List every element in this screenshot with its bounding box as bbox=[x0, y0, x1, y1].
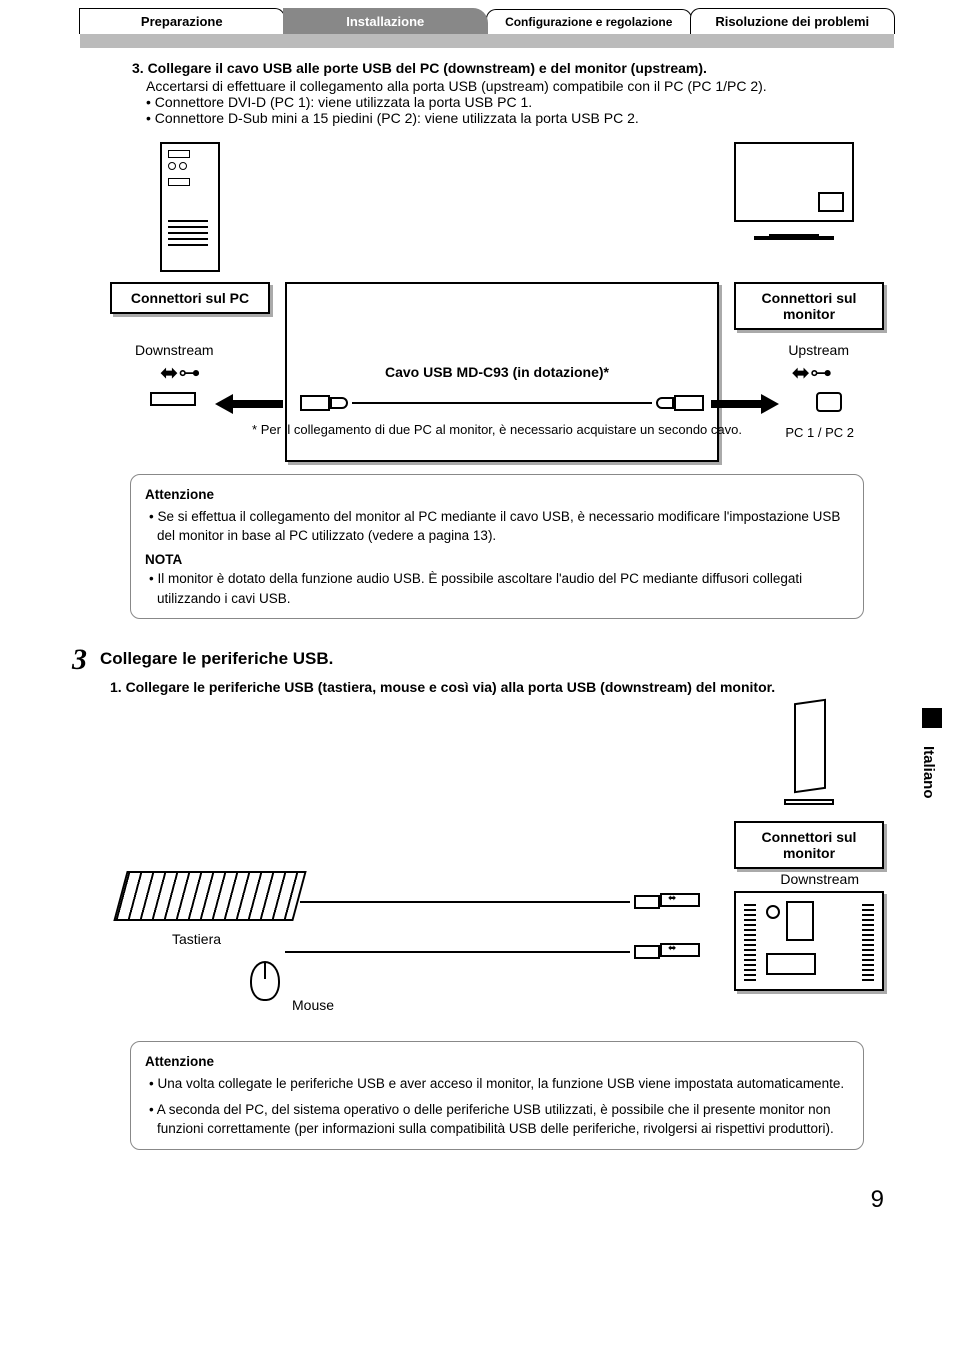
attention-title: Attenzione bbox=[145, 485, 849, 505]
nota-title: NOTA bbox=[145, 550, 849, 570]
cable-footnote: * Per il collegamento di due PC al monit… bbox=[100, 422, 894, 437]
keyboard-area: Tastiera bbox=[110, 871, 610, 947]
step3-usb-block: 3. Collegare il cavo USB alle porte USB … bbox=[132, 60, 894, 126]
tab-installazione[interactable]: Installazione bbox=[283, 8, 489, 34]
monitor-connectors-label: Connettori sul monitor bbox=[734, 821, 884, 869]
nav-tabs: Preparazione Installazione Configurazion… bbox=[80, 8, 894, 34]
page-number: 9 bbox=[871, 1186, 884, 1214]
step3-usb-title: 3. Collegare il cavo USB alle porte USB … bbox=[132, 60, 894, 76]
keyboard-label: Tastiera bbox=[172, 931, 610, 947]
arrow-left-icon bbox=[215, 394, 233, 414]
attention-title: Attenzione bbox=[145, 1052, 849, 1072]
monitor-side-icon bbox=[784, 701, 834, 811]
arrow-right-icon bbox=[761, 394, 779, 414]
mouse-label: Mouse bbox=[292, 997, 334, 1013]
monitor-icon bbox=[734, 142, 854, 242]
tab-underline bbox=[80, 34, 894, 48]
cable-title: Cavo USB MD-C93 (in dotazione)* bbox=[100, 364, 894, 380]
pc12-label: PC 1 / PC 2 bbox=[785, 425, 854, 440]
language-label: Italiano bbox=[920, 746, 937, 799]
usb-slot-icon: ⬌ bbox=[660, 893, 700, 907]
step3-usb-bullet2: • Connettore D-Sub mini a 15 piedini (PC… bbox=[146, 110, 894, 126]
attention-bullet: • A seconda del PC, del sistema operativ… bbox=[145, 1100, 849, 1139]
monitor-connectors-label: Connettori sul monitor bbox=[734, 282, 884, 330]
monitor-ports-panel bbox=[734, 891, 884, 991]
downstream-label: Downstream bbox=[780, 871, 859, 887]
usb-slot-icon: ⬌ bbox=[660, 943, 700, 957]
attention-box-2: Attenzione • Una volta collegate le peri… bbox=[130, 1041, 864, 1149]
side-marker-icon bbox=[922, 708, 942, 728]
pc-icon bbox=[160, 142, 220, 272]
mouse-icon bbox=[250, 961, 280, 1001]
tab-configurazione[interactable]: Configurazione e regolazione bbox=[486, 9, 692, 34]
step-substep: 1. Collegare le periferiche USB (tastier… bbox=[110, 679, 894, 695]
step3-usb-line1: Accertarsi di effettuare il collegamento… bbox=[146, 78, 894, 94]
peripherals-diagram: Connettori sul monitor Downstream Tastie… bbox=[100, 701, 894, 1031]
usb-port-upstream-icon bbox=[816, 392, 842, 412]
tab-risoluzione[interactable]: Risoluzione dei problemi bbox=[690, 8, 896, 34]
upstream-label: Upstream bbox=[788, 342, 849, 358]
attention-bullet: • Se si effettua il collegamento del mon… bbox=[145, 507, 849, 546]
step-3-peripherals: 3 Collegare le periferiche USB. 1. Colle… bbox=[100, 649, 894, 1149]
keyboard-icon bbox=[113, 871, 306, 921]
mouse-cable-icon bbox=[285, 951, 630, 953]
tab-preparazione[interactable]: Preparazione bbox=[79, 8, 285, 34]
attention-bullet: • Una volta collegate le periferiche USB… bbox=[145, 1074, 849, 1094]
keyboard-cable-icon bbox=[300, 901, 630, 903]
pc-connectors-label: Connettori sul PC bbox=[110, 282, 270, 314]
downstream-label: Downstream bbox=[135, 342, 214, 358]
step-number: 3 bbox=[72, 643, 87, 677]
nota-bullet: • Il monitor è dotato della funzione aud… bbox=[145, 569, 849, 608]
attention-box-1: Attenzione • Se si effettua il collegame… bbox=[130, 474, 864, 619]
usb-port-downstream-icon bbox=[150, 392, 196, 406]
usb-connection-diagram: Connettori sul PC Connettori sul monitor… bbox=[100, 142, 894, 462]
language-side-tab: Italiano bbox=[914, 708, 942, 818]
step3-usb-bullet1: • Connettore DVI-D (PC 1): viene utilizz… bbox=[146, 94, 894, 110]
usb-cable-icon bbox=[300, 397, 704, 409]
step-title: Collegare le periferiche USB. bbox=[100, 649, 894, 669]
